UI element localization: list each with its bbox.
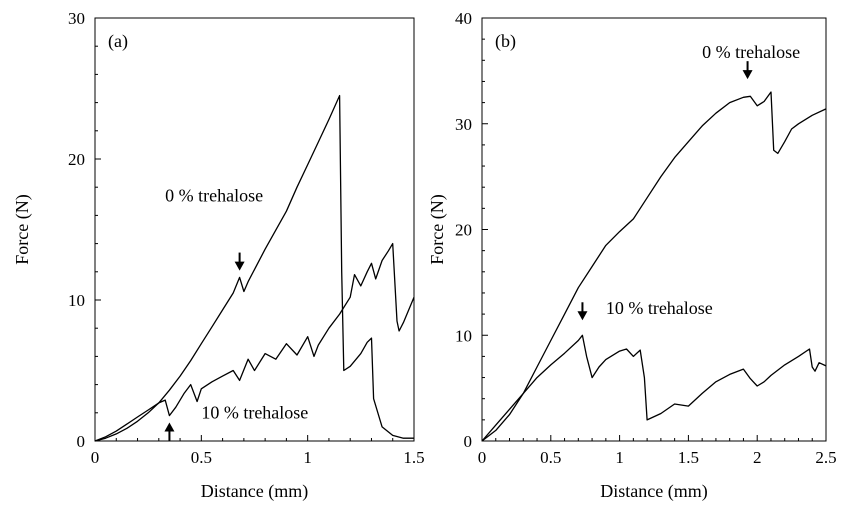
y-tick-label: 10 xyxy=(68,291,85,310)
arrow-icon xyxy=(577,302,588,321)
y-tick-label: 20 xyxy=(455,221,472,240)
x-axis-title: Distance (mm) xyxy=(201,481,308,502)
panel-label: (b) xyxy=(495,31,516,52)
arrow-icon xyxy=(234,252,245,271)
x-tick-label: 2.5 xyxy=(815,448,836,467)
series-annotation: 0 % trehalose xyxy=(702,42,800,62)
panel-b: 0 0.5 1 1.5 2 2.5 0 10 20 30 40 Distance (mm) Force … xyxy=(427,9,837,502)
x-tick-label: 1 xyxy=(615,448,624,467)
series-line-trehalose-10 xyxy=(481,334,827,442)
plot-frame xyxy=(94,17,415,442)
x-tick-label: 2 xyxy=(753,448,762,467)
series-line-trehalose-0 xyxy=(94,94,414,442)
series-annotation: 10 % trehalose xyxy=(606,298,713,318)
x-tick-label: 1.5 xyxy=(403,448,424,467)
y-axis-title: Force (N) xyxy=(427,194,448,264)
series-line-trehalose-10 xyxy=(94,242,415,442)
x-axis-title: Distance (mm) xyxy=(600,481,707,502)
x-tick-label: 1.5 xyxy=(678,448,699,467)
x-tick-label: 0 xyxy=(478,448,487,467)
plot-frame xyxy=(481,17,827,442)
panel-a: 0 0.5 1 1.5 0 10 20 30 Distance (mm) Force (N) (a)… xyxy=(12,9,425,502)
y-tick-label: 20 xyxy=(68,150,85,169)
x-tick-label: 0.5 xyxy=(540,448,561,467)
y-tick-label: 0 xyxy=(77,432,86,451)
arrow-icon xyxy=(742,61,753,80)
y-tick-label: 30 xyxy=(68,9,85,28)
y-axis-title: Force (N) xyxy=(12,194,33,264)
y-tick-label: 0 xyxy=(464,432,473,451)
series-annotation: 10 % trehalose xyxy=(201,402,308,422)
series-line-trehalose-0 xyxy=(481,91,827,442)
y-tick-label: 40 xyxy=(455,9,472,28)
series-annotation: 0 % trehalose xyxy=(165,185,263,205)
x-tick-label: 0 xyxy=(91,448,100,467)
x-tick-label: 0.5 xyxy=(191,448,212,467)
y-tick-label: 10 xyxy=(455,326,472,345)
y-tick-label: 30 xyxy=(455,115,472,134)
x-tick-label: 1 xyxy=(303,448,312,467)
panel-label: (a) xyxy=(108,31,128,52)
arrow-icon xyxy=(164,422,175,441)
